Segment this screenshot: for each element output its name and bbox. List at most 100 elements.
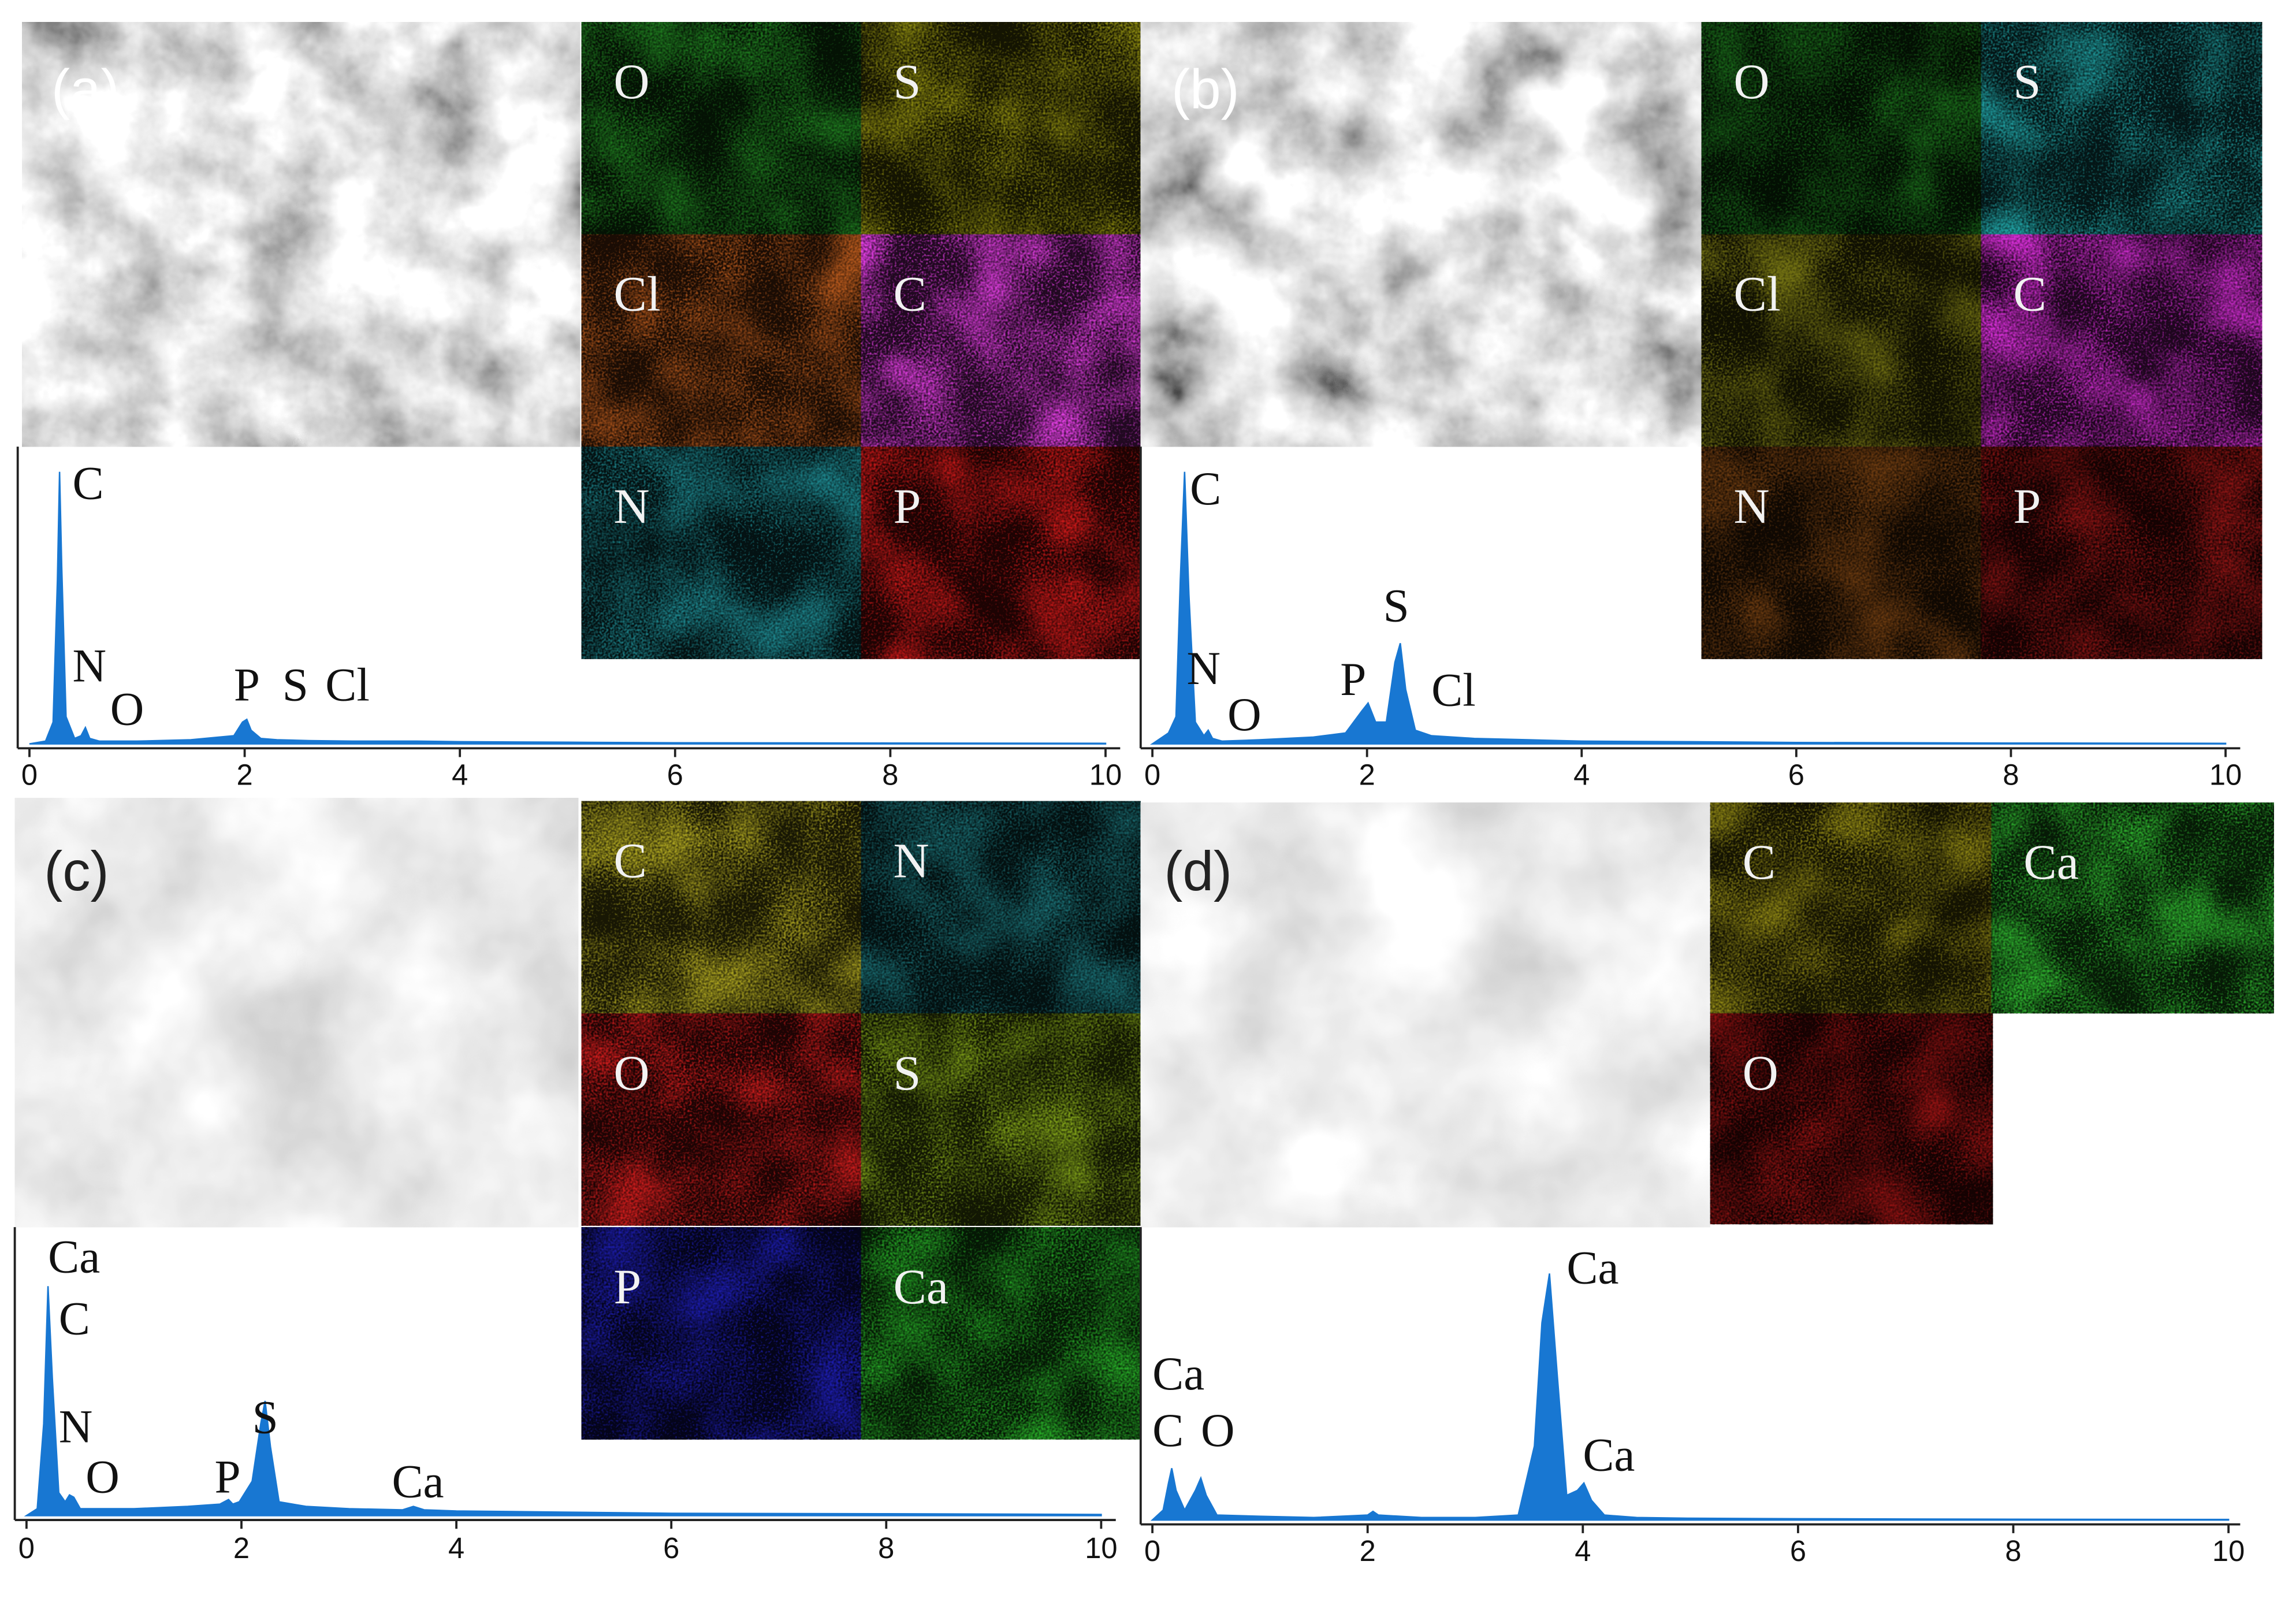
- sem-image: [1140, 802, 1710, 1228]
- map-texture: [581, 234, 861, 447]
- spectrum: [1149, 471, 2227, 745]
- map-texture: [861, 1013, 1141, 1226]
- x-tick-label: 6: [663, 1532, 679, 1564]
- x-tick-label: 10: [1089, 759, 1122, 791]
- map-label: C: [1743, 834, 1776, 890]
- map-label: P: [2014, 478, 2041, 534]
- peak-label: P: [234, 659, 260, 711]
- peak-label: Ca: [392, 1456, 444, 1508]
- peak-label: S: [282, 659, 308, 711]
- peak-label: S: [1383, 580, 1409, 632]
- peak-label: S: [252, 1391, 278, 1443]
- map-label: S: [893, 1045, 921, 1101]
- x-tick-label: 6: [667, 759, 683, 791]
- peak-label: C: [1152, 1404, 1184, 1456]
- map-texture: [861, 1227, 1141, 1440]
- map-texture: [1710, 1013, 1993, 1225]
- map-label: O: [613, 54, 649, 109]
- map-label: C: [2014, 266, 2046, 321]
- map-label: N: [1733, 478, 1769, 534]
- map-texture: [861, 801, 1141, 1014]
- peak-label: O: [110, 683, 144, 735]
- x-tick-label: 0: [1144, 1534, 1160, 1567]
- x-tick-label: 8: [878, 1532, 894, 1564]
- map-texture: [1981, 447, 2262, 659]
- map-texture: [581, 447, 861, 659]
- map-label: Ca: [893, 1259, 948, 1314]
- peak-label: Ca: [1583, 1429, 1635, 1481]
- x-tick-label: 8: [882, 759, 898, 791]
- x-tick-label: 6: [1790, 1534, 1806, 1567]
- map-texture: [1991, 802, 2274, 1014]
- x-tick-label: 6: [1788, 759, 1804, 791]
- x-tick-label: 10: [2212, 1534, 2245, 1567]
- map-texture: [1981, 234, 2262, 447]
- spectrum: [29, 471, 1107, 745]
- peak-label: Cl: [1431, 664, 1476, 716]
- map-label: S: [893, 54, 921, 109]
- x-tick-label: 10: [1085, 1532, 1117, 1564]
- map-texture: [1701, 22, 1983, 235]
- peak-label: Ca: [48, 1231, 100, 1283]
- peak-label: O: [85, 1451, 120, 1503]
- map-label: N: [893, 832, 929, 888]
- map-label: C: [613, 832, 646, 888]
- x-tick-label: 8: [2003, 759, 2019, 791]
- map-label: N: [613, 478, 649, 534]
- x-tick-label: 4: [1575, 1534, 1591, 1567]
- peak-label: Ca: [1566, 1242, 1618, 1294]
- peak-label: Ca: [1152, 1348, 1204, 1400]
- peak-label: C: [59, 1293, 90, 1345]
- peak-label: P: [214, 1451, 240, 1503]
- map-texture: [861, 447, 1141, 659]
- map-texture: [581, 1227, 861, 1440]
- map-label: O: [613, 1045, 649, 1101]
- x-tick-label: 10: [2209, 759, 2242, 791]
- x-tick-label: 0: [18, 1532, 35, 1564]
- sem-image: [1140, 22, 1702, 447]
- map-texture: [581, 801, 861, 1014]
- map-label: O: [1743, 1045, 1778, 1101]
- map-label: Cl: [613, 266, 660, 321]
- x-tick-label: 2: [236, 759, 252, 791]
- peak-label: O: [1227, 689, 1262, 741]
- x-tick-label: 2: [233, 1532, 250, 1564]
- peak-label: N: [72, 640, 106, 692]
- x-tick-label: 2: [1360, 1534, 1376, 1567]
- map-texture: [1701, 234, 1983, 447]
- map-texture: [581, 1013, 861, 1226]
- peak-label: C: [1190, 463, 1221, 515]
- x-tick-label: 4: [452, 759, 468, 791]
- map-texture: [1701, 447, 1983, 659]
- map-label: O: [1733, 54, 1769, 109]
- peak-label: P: [1340, 653, 1366, 705]
- map-texture: [861, 22, 1141, 235]
- map-texture: [581, 22, 861, 235]
- map-texture: [1981, 22, 2262, 235]
- map-texture: [861, 234, 1141, 447]
- x-tick-label: 4: [1573, 759, 1590, 791]
- panel-label: (c): [44, 841, 109, 902]
- sem-image: [14, 798, 579, 1228]
- panel-label: (b): [1171, 59, 1240, 121]
- peak-label: N: [59, 1400, 93, 1452]
- sem-image: [22, 22, 580, 447]
- x-tick-label: 0: [21, 759, 38, 791]
- map-label: P: [893, 478, 921, 534]
- panel-label: (d): [1164, 841, 1232, 902]
- peak-label: C: [72, 458, 103, 510]
- x-tick-label: 0: [1144, 759, 1160, 791]
- x-tick-label: 4: [448, 1532, 464, 1564]
- spectrum: [24, 1286, 1102, 1516]
- map-texture: [1710, 802, 1993, 1014]
- peak-label: Cl: [325, 659, 370, 711]
- map-label: P: [613, 1259, 641, 1314]
- peak-label: O: [1201, 1404, 1235, 1456]
- map-label: Ca: [2023, 834, 2079, 890]
- x-tick-label: 8: [2005, 1534, 2021, 1567]
- map-label: C: [893, 266, 926, 321]
- spectrum: [1150, 1273, 2230, 1521]
- map-label: S: [2014, 54, 2041, 109]
